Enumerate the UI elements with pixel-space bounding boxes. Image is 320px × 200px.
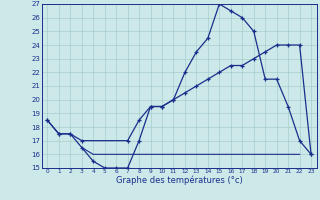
X-axis label: Graphe des températures (°c): Graphe des températures (°c): [116, 176, 243, 185]
